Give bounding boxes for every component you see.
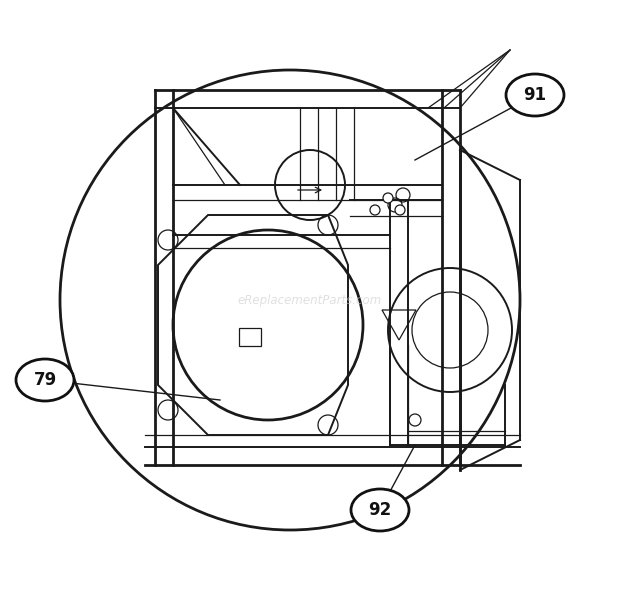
- Ellipse shape: [506, 74, 564, 116]
- Circle shape: [395, 205, 405, 215]
- Bar: [239, 328, 261, 346]
- Circle shape: [383, 193, 393, 203]
- Text: 91: 91: [523, 86, 547, 104]
- Ellipse shape: [16, 359, 74, 401]
- Text: eReplacementParts.com: eReplacementParts.com: [238, 293, 382, 306]
- Circle shape: [370, 205, 380, 215]
- Text: 92: 92: [368, 501, 392, 519]
- Text: 79: 79: [33, 371, 56, 389]
- Ellipse shape: [351, 489, 409, 531]
